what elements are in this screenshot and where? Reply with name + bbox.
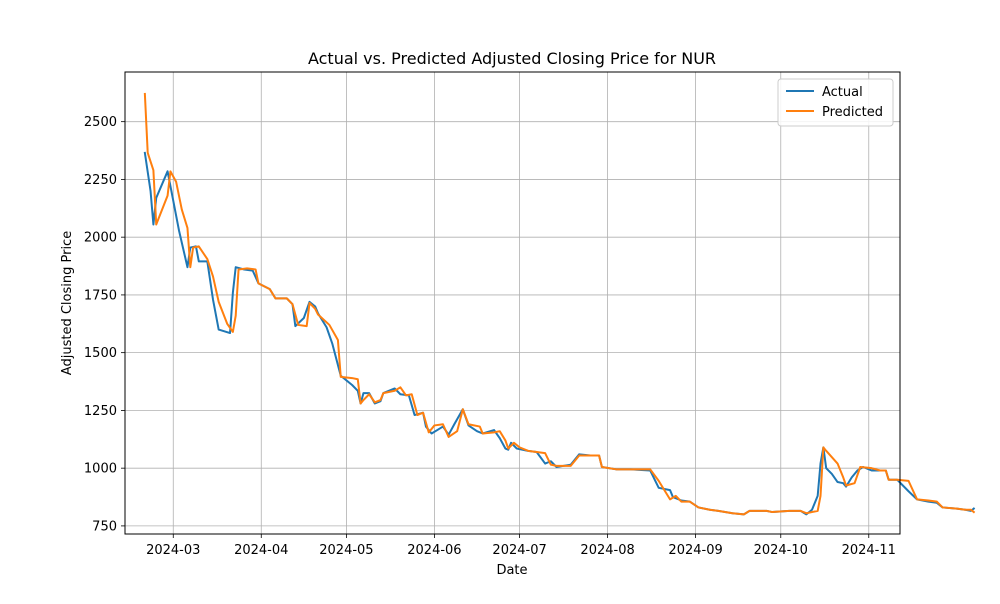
y-tick-label: 1250 (84, 404, 117, 419)
y-tick-label: 2000 (84, 231, 117, 246)
y-tick-label: 1000 (84, 462, 117, 477)
y-tick-label: 2250 (84, 173, 117, 188)
x-axis-ticks: 2024-03 2024-04 2024-05 2024-06 2024-07 2024-… (146, 534, 896, 558)
x-tick-label: 2024-09 (668, 543, 722, 558)
y-axis-label: Adjusted Closing Price (60, 231, 75, 375)
x-tick-label: 2024-03 (146, 543, 200, 558)
x-tick-label: 2024-06 (407, 543, 461, 558)
x-tick-label: 2024-11 (842, 543, 896, 558)
x-tick-label: 2024-10 (754, 543, 808, 558)
y-tick-label: 1750 (84, 288, 117, 303)
y-tick-label: 750 (92, 519, 117, 534)
y-tick-label: 1500 (84, 346, 117, 361)
legend-label-predicted: Predicted (822, 105, 883, 120)
x-tick-label: 2024-04 (234, 543, 288, 558)
x-axis-label: Date (496, 563, 527, 578)
y-axis-ticks: 750 1000 1250 1500 1750 2000 2250 2500 (84, 115, 125, 534)
series-lines (143, 92, 976, 516)
x-tick-label: 2024-08 (580, 543, 634, 558)
x-tick-label: 2024-05 (319, 543, 373, 558)
y-tick-label: 2500 (84, 115, 117, 130)
legend-label-actual: Actual (822, 85, 863, 100)
grid-lines (125, 72, 900, 534)
chart-title: Actual vs. Predicted Adjusted Closing Pr… (308, 49, 716, 68)
plot-frame (124, 71, 901, 535)
series-line-predicted (143, 92, 976, 516)
legend: Actual Predicted (777, 78, 894, 127)
x-tick-label: 2024-07 (492, 543, 546, 558)
